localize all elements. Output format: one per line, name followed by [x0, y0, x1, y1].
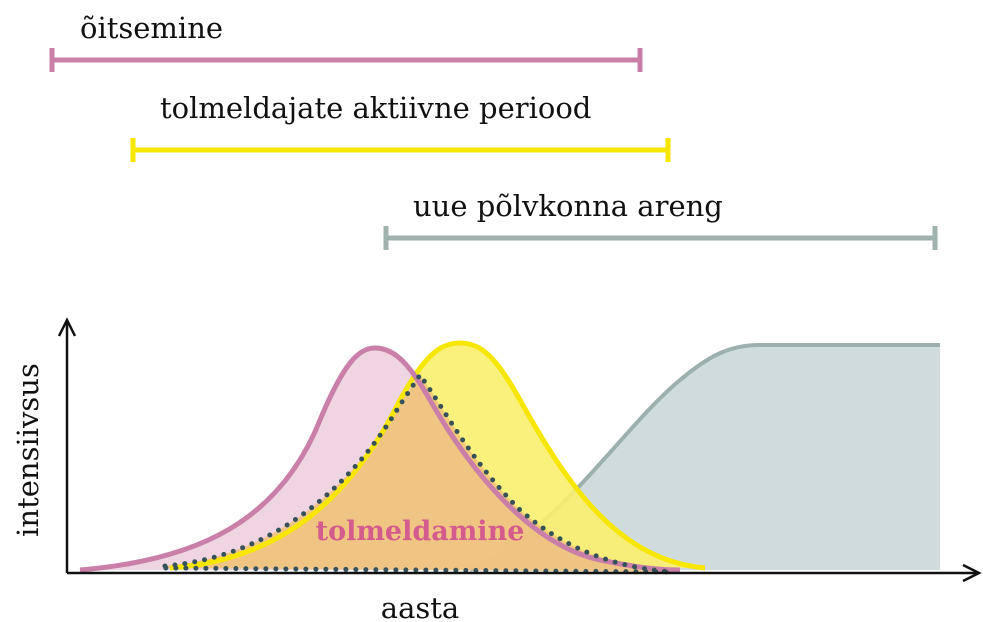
- axes: [57, 317, 982, 583]
- flowering-line: [79, 345, 681, 573]
- overlap-area: [165, 375, 670, 572]
- x-axis-label: aasta: [381, 591, 459, 622]
- pollinator-line: [169, 340, 706, 571]
- range-label: tolmeldajate aktiivne periood: [160, 91, 591, 125]
- range-label: õitsemine: [80, 11, 223, 45]
- range-bar: [130, 138, 671, 162]
- overlap-outline: [162, 370, 671, 575]
- range-label: uue põlvkonna areng: [413, 189, 723, 223]
- overlap-label: tolmeldamine: [316, 516, 525, 547]
- range-bar: [49, 48, 643, 72]
- range-bar: [383, 226, 938, 250]
- y-axis-label: intensiivsus: [11, 363, 45, 537]
